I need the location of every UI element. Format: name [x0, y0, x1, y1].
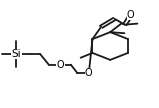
Text: O: O — [57, 60, 64, 70]
Text: O: O — [85, 68, 93, 78]
Text: O: O — [127, 10, 135, 20]
Text: Si: Si — [12, 49, 21, 59]
